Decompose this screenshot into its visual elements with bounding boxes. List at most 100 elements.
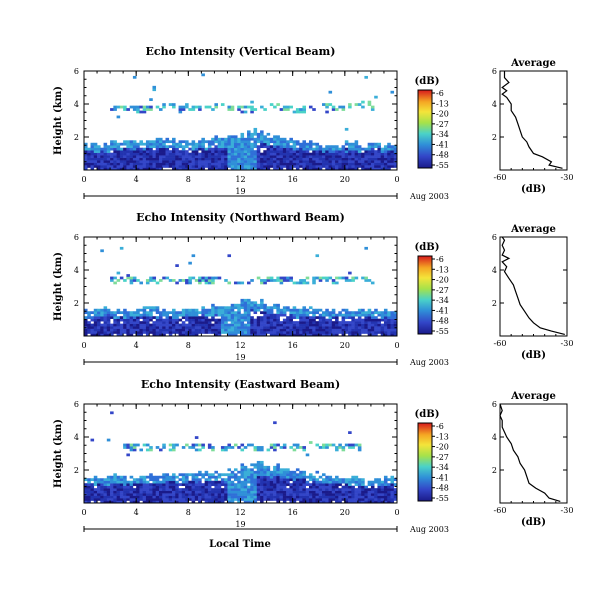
heatmap-cell xyxy=(364,279,368,282)
heatmap-cell xyxy=(351,311,355,315)
heatmap-cell xyxy=(328,323,333,327)
heatmap-cell xyxy=(331,321,336,324)
heatmap-cell xyxy=(243,465,248,469)
heatmap-cell xyxy=(237,165,241,168)
heatmap-cell xyxy=(247,162,251,166)
heatmap-cell xyxy=(194,328,199,332)
heatmap-cell xyxy=(253,162,258,166)
heatmap-cell xyxy=(97,313,101,317)
heatmap-cell xyxy=(282,279,287,282)
heatmap-cell xyxy=(204,281,209,285)
heatmap-cell xyxy=(172,313,176,317)
heatmap-cell xyxy=(110,147,114,151)
heatmap-cell xyxy=(279,485,284,489)
heatmap-cell xyxy=(279,483,284,486)
heatmap-cell xyxy=(201,150,205,153)
heatmap-cell xyxy=(380,500,385,504)
heatmap-cell xyxy=(188,313,192,317)
heatmap-cell xyxy=(149,323,153,327)
heatmap-cell xyxy=(383,480,388,484)
heatmap-cell xyxy=(233,157,238,161)
heatmap-cell xyxy=(87,495,91,499)
heatmap-cell xyxy=(260,328,264,332)
heatmap-cell xyxy=(247,281,251,285)
x-tick-label: 4 xyxy=(134,175,139,184)
heatmap-cell xyxy=(103,311,108,315)
heatmap-cell xyxy=(123,167,127,171)
heatmap-cell xyxy=(158,311,163,315)
heatmap-cell xyxy=(139,147,143,151)
heatmap-cell xyxy=(344,480,349,484)
heatmap-cell xyxy=(237,147,241,151)
heatmap-cell xyxy=(256,331,261,334)
heatmap-cell xyxy=(90,316,95,319)
heatmap-cell xyxy=(335,321,339,324)
heatmap-cell xyxy=(181,162,186,166)
heatmap-cell xyxy=(240,318,245,322)
heatmap-cell xyxy=(116,475,121,479)
heatmap-cell xyxy=(354,326,359,329)
heatmap-cell xyxy=(273,485,277,489)
heatmap-cell xyxy=(162,473,166,477)
heatmap-cell xyxy=(149,147,153,151)
x-tick-label: 4 xyxy=(134,508,139,517)
heatmap-cell xyxy=(322,150,326,153)
heatmap-cell xyxy=(335,480,339,484)
heatmap-cell xyxy=(387,321,391,324)
heatmap-cell xyxy=(286,473,290,477)
heatmap-cell xyxy=(237,303,241,307)
heatmap-cell xyxy=(357,321,362,324)
colorbar-tick-label: -41 xyxy=(436,473,449,482)
heatmap-cell xyxy=(393,333,398,337)
heatmap-cell xyxy=(292,147,297,151)
heatmap-cell xyxy=(211,162,215,166)
heatmap-cell xyxy=(263,155,267,158)
heatmap-cell xyxy=(286,495,290,499)
heatmap-cell xyxy=(383,311,388,315)
heatmap-cell xyxy=(198,147,202,151)
heatmap-cell xyxy=(191,333,196,337)
heatmap-cell xyxy=(185,308,189,312)
heatmap-cell xyxy=(292,326,297,329)
heatmap-cell xyxy=(233,331,238,334)
heatmap-cell xyxy=(348,145,352,149)
heatmap-cell xyxy=(348,431,352,434)
heatmap-cell xyxy=(110,488,114,491)
heatmap-cell xyxy=(100,500,104,504)
heatmap-cell xyxy=(256,137,261,141)
heatmap-cell xyxy=(93,323,98,327)
heatmap-cell xyxy=(325,165,329,168)
heatmap-cell xyxy=(201,140,205,144)
heatmap-cell xyxy=(175,162,179,166)
heatmap-cell xyxy=(233,316,238,319)
heatmap-cell xyxy=(172,495,176,499)
heatmap-cell xyxy=(237,145,241,149)
heatmap-cell xyxy=(331,311,336,315)
heatmap-cell xyxy=(253,448,258,452)
heatmap-cell xyxy=(348,446,352,449)
heatmap-cell xyxy=(165,147,170,151)
heatmap-cell xyxy=(145,448,150,452)
heatmap-cell xyxy=(354,160,359,163)
heatmap-cell xyxy=(286,483,290,486)
heatmap-cell xyxy=(370,108,375,111)
heatmap-cell xyxy=(211,303,215,307)
heatmap-cell xyxy=(250,150,254,153)
heatmap-cell xyxy=(325,493,329,496)
heatmap-cell xyxy=(273,326,277,329)
heatmap-cell xyxy=(344,160,349,163)
heatmap-cell xyxy=(126,493,130,496)
heatmap-cell xyxy=(292,306,297,310)
heatmap-cell xyxy=(250,167,254,171)
heatmap-cell xyxy=(84,495,88,499)
heatmap-cell xyxy=(119,500,124,504)
heatmap-cell xyxy=(308,331,313,334)
heatmap-cell xyxy=(269,311,274,315)
heatmap-cell xyxy=(198,328,202,332)
heatmap-cell xyxy=(308,147,313,151)
heatmap-cell xyxy=(325,308,329,312)
heatmap-cell xyxy=(211,446,215,449)
heatmap-cell xyxy=(103,333,108,337)
heatmap-cell xyxy=(292,331,297,334)
heatmap-cell xyxy=(207,498,212,501)
